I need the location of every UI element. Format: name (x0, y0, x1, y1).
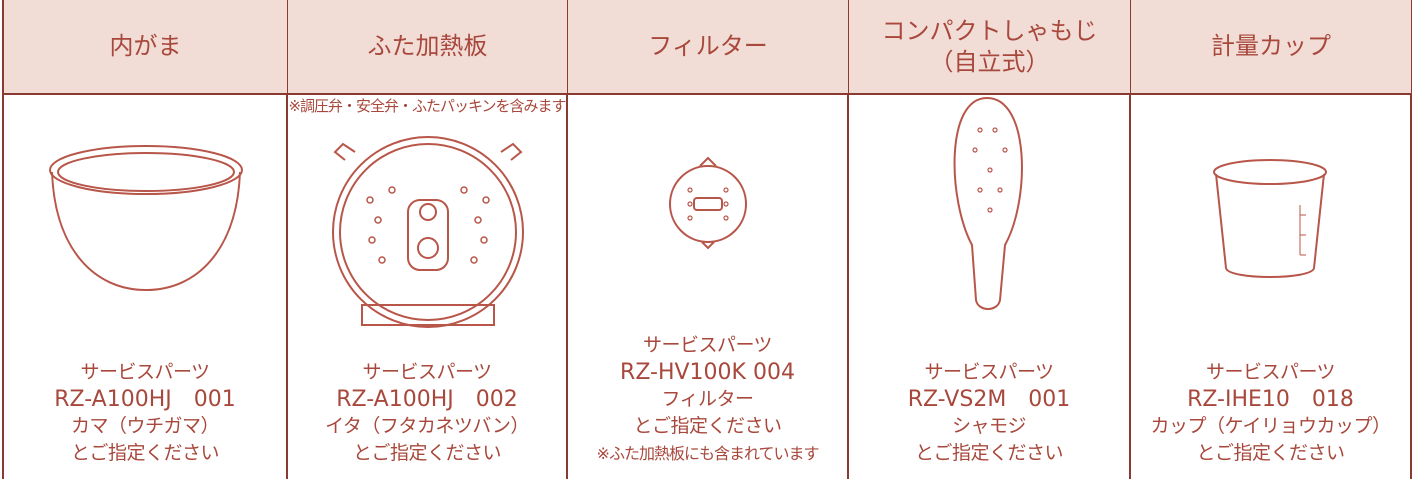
cell-line: サービスパーツ (924, 361, 1054, 383)
cell-line: とご指定ください (914, 442, 1064, 464)
body-cell: サービスパーツ RZ-HV100K 004 フィルターとご指定ください ※ふた加熱板に… (567, 95, 848, 479)
header-cell: ふた加熱板 (288, 0, 567, 93)
cell-line: サービスパーツ (80, 361, 210, 383)
header-text: フィルター (648, 32, 768, 60)
cell-line: カマ（ウチガマ） (70, 415, 220, 437)
cell-line: RZ-VS2M 001 (907, 387, 1071, 412)
cell-line: カップ（ケイリョウカップ） (1150, 415, 1391, 437)
cell-line: フィルター (661, 388, 754, 410)
cell-line: サービスパーツ (362, 361, 492, 383)
cell-line: RZ-A100HJ 002 (336, 387, 518, 412)
cell-line: ※ふた加熱板にも含まれています (596, 444, 820, 463)
paddle-icon (953, 96, 1023, 310)
body-cell: ※調圧弁・安全弁・ふたパッキンを含みますサービスパーツ RZ-A100HJ 002… (287, 95, 567, 479)
measuring-cup-icon (1213, 159, 1327, 278)
cell-line: とご指定ください (352, 442, 502, 464)
header-text: コンパクトしゃもじ (881, 16, 1098, 45)
header-cell: 計量カップ (1131, 0, 1411, 93)
cell-line: シャモジ (951, 415, 1027, 437)
body-cell: サービスパーツ RZ-A100HJ 001 カマ（ウチガマ） とご指定ください (3, 95, 287, 479)
header-cell: フィルター (568, 0, 848, 93)
cell-line: イタ（フタカネツバン） (325, 415, 529, 437)
cell-note: ※調圧弁・安全弁・ふたパッキンを含みます (288, 97, 566, 115)
header-text: 内がま (109, 32, 182, 60)
cell-line: とご指定ください (1196, 442, 1345, 464)
inner-pot-icon (49, 145, 243, 292)
cell-line: サービスパーツ (642, 334, 773, 356)
cell-line: とご指定ください (633, 415, 782, 437)
filter-icon (669, 156, 747, 250)
body-cell: サービスパーツ RZ-VS2M 001 シャモジとご指定ください (848, 95, 1130, 479)
lid-plate-icon (332, 136, 524, 328)
cell-line: サービスパーツ (1205, 361, 1336, 383)
cell-line: とご指定ください (70, 442, 220, 464)
header-cell: コンパクトしゃもじ （自立式） (849, 0, 1130, 93)
cell-line: RZ-A100HJ 001 (54, 387, 236, 412)
header-cell: 内がま (4, 0, 287, 93)
header-text: 計量カップ (1211, 32, 1331, 60)
cell-line: RZ-IHE10 018 (1187, 387, 1354, 412)
header-text: （自立式） (929, 47, 1050, 76)
header-text: ふた加熱板 (367, 32, 488, 60)
body-cell: サービスパーツ RZ-IHE10 018 カップ（ケイリョウカップ） とご指定ください (1130, 95, 1411, 479)
cell-line: RZ-HV100K 004 (620, 360, 795, 385)
